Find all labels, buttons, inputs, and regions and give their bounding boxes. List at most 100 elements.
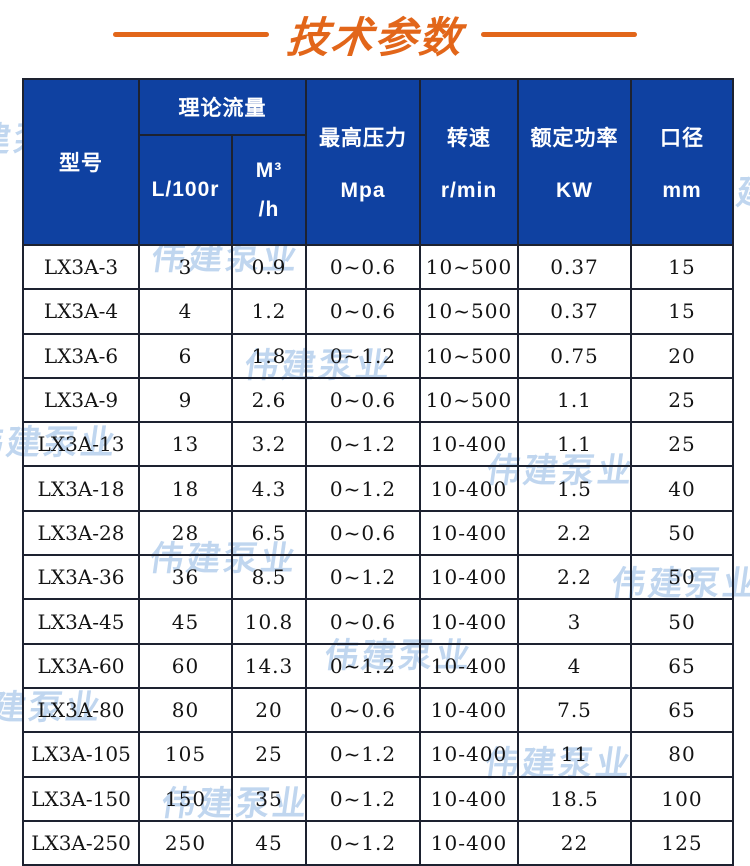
- header-pressure: 最高压力 Mpa: [305, 78, 421, 246]
- cell-speed: 10~500: [419, 376, 519, 424]
- cell-model: LX3A-18: [22, 465, 140, 512]
- cell-pressure: 0~1.2: [305, 465, 421, 512]
- cell-diameter: 25: [630, 376, 734, 424]
- cell-speed: 10-400: [419, 642, 519, 689]
- page-title: 技术参数: [285, 13, 465, 61]
- cell-speed: 10-400: [419, 686, 519, 734]
- cell-l100r: 3: [138, 243, 233, 291]
- table-row: LX3A-105 105 25 0~1.2 10-400 11 80: [22, 731, 734, 778]
- cell-speed: 10-400: [419, 465, 519, 512]
- cell-diameter: 15: [630, 243, 734, 291]
- cell-diameter: 65: [630, 642, 734, 689]
- cell-m3h: 25: [231, 731, 307, 778]
- header-diameter-unit: mm: [662, 178, 702, 202]
- table-row: LX3A-36 36 8.5 0~1.2 10-400 2.2 50: [22, 554, 734, 601]
- cell-speed: 10-400: [419, 554, 519, 601]
- cell-power: 18.5: [517, 775, 632, 822]
- cell-pressure: 0~1.2: [305, 819, 421, 866]
- cell-power: 0.75: [517, 332, 632, 379]
- cell-m3h: 20: [231, 686, 307, 734]
- header-flow-l100r: L/100r: [138, 134, 233, 246]
- header-flow-m3h: M³ /h: [231, 134, 307, 246]
- cell-speed: 10-400: [419, 775, 519, 822]
- cell-model: LX3A-105: [22, 731, 140, 778]
- cell-model: LX3A-80: [22, 686, 140, 734]
- table-row: LX3A-9 9 2.6 0~0.6 10~500 1.1 25: [22, 376, 734, 424]
- cell-power: 3: [517, 598, 632, 645]
- cell-power: 1.1: [517, 376, 632, 424]
- table-header: 型号 理论流量 最高压力 Mpa 转速 r/min 额定功率: [22, 78, 734, 246]
- cell-pressure: 0~0.6: [305, 598, 421, 645]
- cell-model: LX3A-150: [22, 775, 140, 822]
- table-row: LX3A-4 4 1.2 0~0.6 10~500 0.37 15: [22, 288, 734, 335]
- section-title-row: 技术参数: [0, 0, 750, 68]
- cell-power: 4: [517, 642, 632, 689]
- header-flow-perh: /h: [258, 197, 280, 221]
- cell-diameter: 40: [630, 465, 734, 512]
- table-row: LX3A-18 18 4.3 0~1.2 10-400 1.5 40: [22, 465, 734, 512]
- table-row: LX3A-13 13 3.2 0~1.2 10-400 1.1 25: [22, 421, 734, 468]
- cell-m3h: 2.6: [231, 376, 307, 424]
- cell-speed: 10-400: [419, 421, 519, 468]
- cell-model: LX3A-4: [22, 288, 140, 335]
- cell-speed: 10-400: [419, 509, 519, 557]
- table-row: LX3A-45 45 10.8 0~0.6 10-400 3 50: [22, 598, 734, 645]
- cell-m3h: 1.8: [231, 332, 307, 379]
- table-row: LX3A-150 150 35 0~1.2 10-400 18.5 100: [22, 775, 734, 822]
- header-power-unit: KW: [556, 178, 593, 202]
- header-pressure-label: 最高压力: [319, 126, 407, 150]
- cell-m3h: 8.5: [231, 554, 307, 601]
- header-flow-group: 理论流量: [138, 78, 307, 136]
- cell-pressure: 0~1.2: [305, 421, 421, 468]
- cell-power: 1.1: [517, 421, 632, 468]
- cell-pressure: 0~0.6: [305, 243, 421, 291]
- cell-m3h: 35: [231, 775, 307, 822]
- cell-m3h: 14.3: [231, 642, 307, 689]
- cell-model: LX3A-60: [22, 642, 140, 689]
- header-speed-unit: r/min: [440, 178, 498, 202]
- cell-diameter: 100: [630, 775, 734, 822]
- cell-power: 11: [517, 731, 632, 778]
- table-row: LX3A-80 80 20 0~0.6 10-400 7.5 65: [22, 686, 734, 734]
- cell-power: 0.37: [517, 288, 632, 335]
- cell-pressure: 0~0.6: [305, 376, 421, 424]
- table-row: LX3A-6 6 1.8 0~1.2 10~500 0.75 20: [22, 332, 734, 379]
- cell-diameter: 50: [630, 509, 734, 557]
- cell-diameter: 50: [630, 598, 734, 645]
- cell-model: LX3A-28: [22, 509, 140, 557]
- header-power: 额定功率 KW: [517, 78, 632, 246]
- cell-l100r: 36: [138, 554, 233, 601]
- cell-diameter: 80: [630, 731, 734, 778]
- cell-diameter: 125: [630, 819, 734, 866]
- cell-diameter: 50: [630, 554, 734, 601]
- header-power-label: 额定功率: [530, 126, 619, 150]
- cell-speed: 10~500: [419, 243, 519, 291]
- title-line-left: [112, 31, 269, 37]
- cell-model: LX3A-45: [22, 598, 140, 645]
- header-pressure-unit: Mpa: [340, 178, 386, 202]
- cell-power: 7.5: [517, 686, 632, 734]
- cell-speed: 10~500: [419, 288, 519, 335]
- table-body: LX3A-3 3 0.9 0~0.6 10~500 0.37 15 LX3A-4 4 1.2 0~0…: [22, 243, 734, 866]
- cell-l100r: 60: [138, 642, 233, 689]
- cell-model: LX3A-9: [22, 376, 140, 424]
- cell-m3h: 4.3: [231, 465, 307, 512]
- cell-l100r: 80: [138, 686, 233, 734]
- cell-l100r: 18: [138, 465, 233, 512]
- cell-l100r: 4: [138, 288, 233, 335]
- cell-speed: 10-400: [419, 598, 519, 645]
- cell-l100r: 6: [138, 332, 233, 379]
- cell-model: LX3A-250: [22, 819, 140, 866]
- cell-m3h: 3.2: [231, 421, 307, 468]
- cell-l100r: 250: [138, 819, 233, 866]
- cell-diameter: 65: [630, 686, 734, 734]
- cell-pressure: 0~1.2: [305, 775, 421, 822]
- cell-pressure: 0~1.2: [305, 332, 421, 379]
- cell-pressure: 0~1.2: [305, 731, 421, 778]
- cell-l100r: 150: [138, 775, 233, 822]
- header-flow-m3: M³: [255, 158, 283, 182]
- cell-model: LX3A-6: [22, 332, 140, 379]
- table-row: LX3A-3 3 0.9 0~0.6 10~500 0.37 15: [22, 243, 734, 291]
- cell-power: 1.5: [517, 465, 632, 512]
- cell-power: 0.37: [517, 243, 632, 291]
